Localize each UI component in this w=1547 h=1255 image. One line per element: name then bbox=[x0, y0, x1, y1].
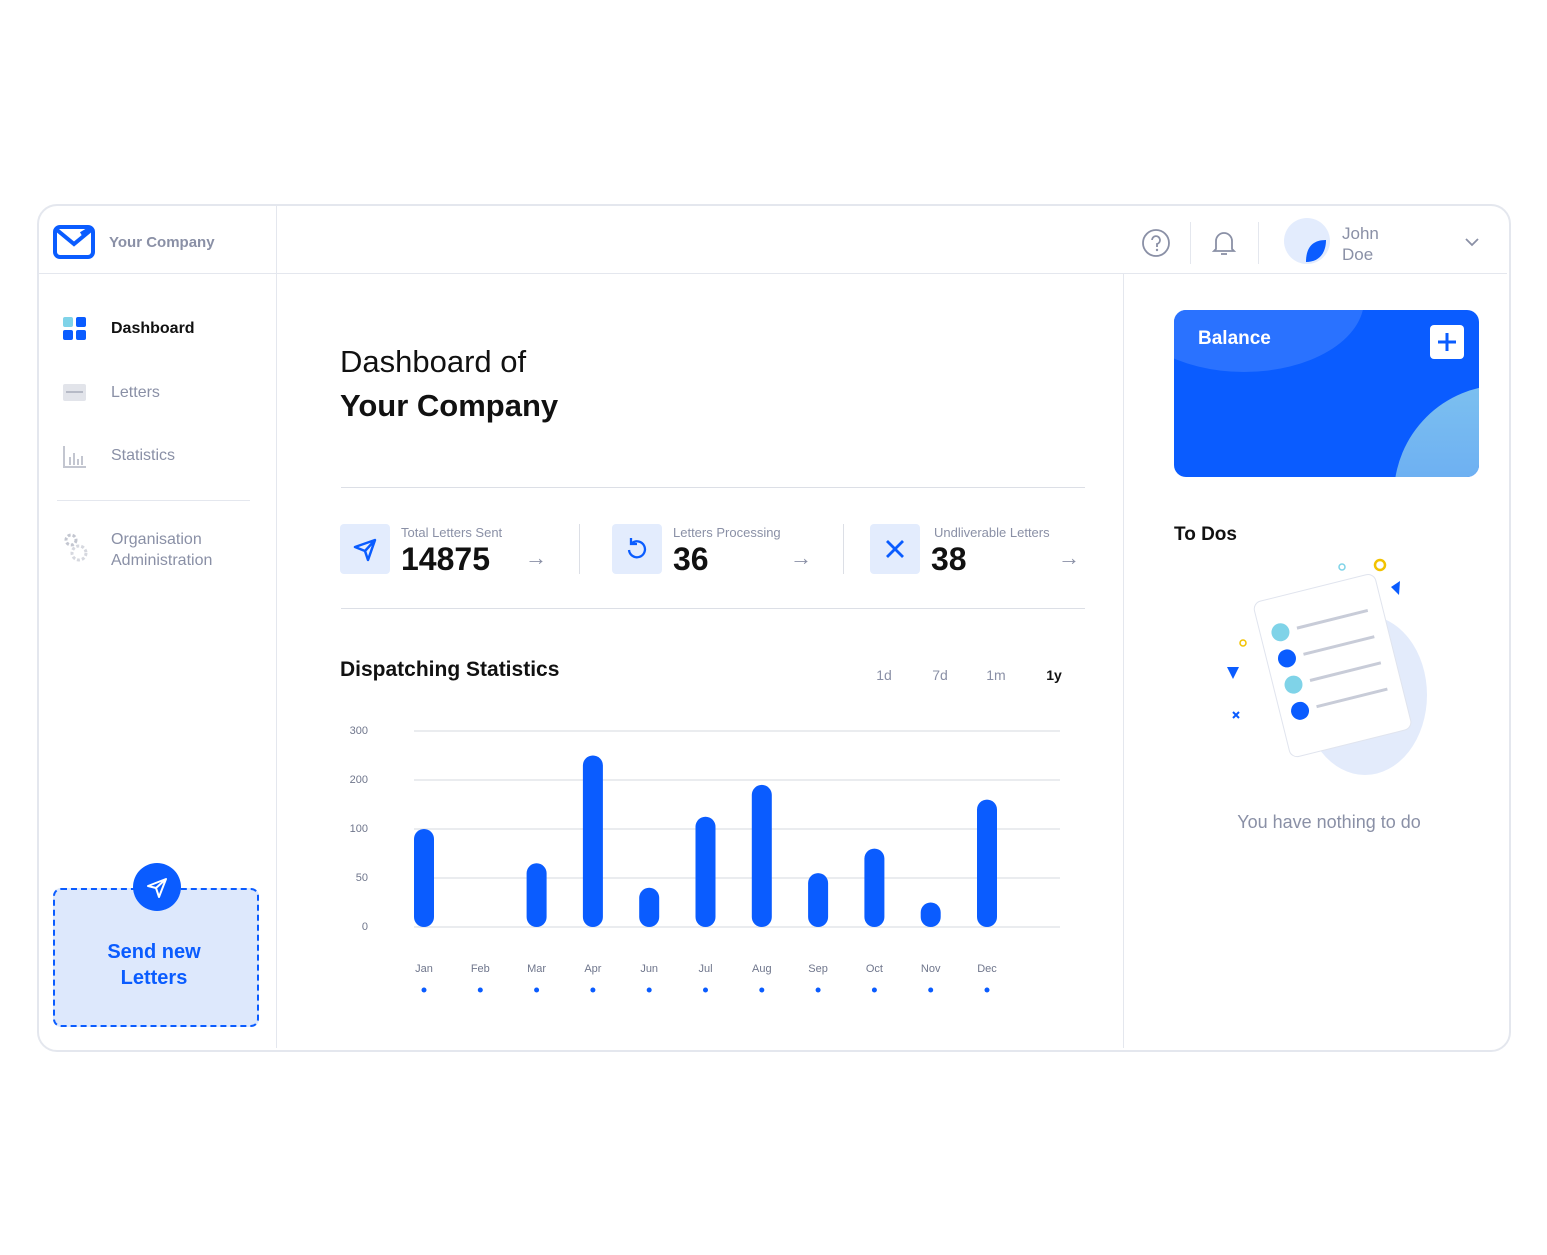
header-separator bbox=[1258, 222, 1259, 264]
stat-arrow[interactable]: → bbox=[790, 545, 812, 570]
send-icon[interactable] bbox=[133, 863, 181, 911]
todos-empty: You have nothing to do bbox=[1237, 812, 1421, 832]
x-tick-label: Apr bbox=[584, 963, 601, 975]
send-letters-label[interactable]: Send new Letters bbox=[107, 941, 201, 989]
statistics-icon bbox=[63, 446, 86, 468]
header-divider bbox=[39, 273, 1507, 274]
x-tick-dot bbox=[421, 987, 427, 993]
settings-icon bbox=[64, 533, 88, 562]
user-menu-chevron[interactable] bbox=[1464, 236, 1480, 248]
send-letters-box[interactable] bbox=[53, 888, 259, 1027]
header-separator bbox=[1190, 222, 1191, 264]
x-tick-label: Jan bbox=[415, 963, 433, 975]
x-tick-label: Nov bbox=[921, 963, 941, 975]
balance-card[interactable] bbox=[1174, 310, 1479, 477]
chart-title: Dispatching Statistics bbox=[340, 658, 560, 681]
stat-separator bbox=[579, 524, 580, 574]
nav-item[interactable]: Statistics bbox=[111, 447, 176, 464]
stat-value[interactable]: 36 bbox=[673, 541, 709, 577]
x-tick-dot bbox=[590, 987, 596, 993]
heading-line1: Dashboard of bbox=[340, 344, 527, 379]
x-tick-dot bbox=[477, 987, 483, 993]
help-icon[interactable] bbox=[1141, 228, 1171, 258]
app-frame bbox=[37, 204, 1511, 1052]
x-tick-label: Aug bbox=[752, 963, 772, 975]
user-last-name: Doe bbox=[1342, 245, 1374, 264]
x-tick-label: Sep bbox=[808, 963, 828, 975]
todos-title: To Dos bbox=[1174, 524, 1237, 545]
bar bbox=[751, 784, 772, 927]
range-option[interactable]: 1m bbox=[986, 667, 1006, 683]
stat-icon bbox=[612, 524, 662, 574]
bar bbox=[582, 755, 603, 927]
stat-label: Undliverable Letters bbox=[934, 525, 1050, 540]
y-tick-label: 50 bbox=[356, 872, 368, 884]
x-tick-dot bbox=[871, 987, 877, 993]
x-tick-label: Jun bbox=[640, 963, 658, 975]
stat-value[interactable]: 38 bbox=[931, 541, 967, 577]
bar bbox=[864, 848, 885, 927]
avatar[interactable] bbox=[1284, 218, 1332, 266]
todos-illustration bbox=[1227, 558, 1427, 775]
x-tick-dot bbox=[759, 987, 765, 993]
stat-label: Total Letters Sent bbox=[401, 525, 503, 540]
x-tick-label: Feb bbox=[471, 963, 490, 975]
dashboard-icon bbox=[63, 317, 86, 340]
range-option[interactable]: 7d bbox=[932, 667, 948, 683]
x-tick-label: Oct bbox=[866, 963, 883, 975]
bar bbox=[920, 902, 941, 927]
sidebar-divider bbox=[276, 206, 277, 1048]
y-tick-label: 300 bbox=[350, 725, 368, 737]
stat-arrow[interactable]: → bbox=[1058, 545, 1080, 570]
stats-divider bbox=[341, 487, 1085, 488]
notification-icon[interactable] bbox=[1210, 228, 1238, 258]
x-tick-label: Dec bbox=[977, 963, 997, 975]
letters-icon bbox=[63, 384, 86, 401]
bar bbox=[695, 816, 716, 927]
x-tick-dot bbox=[984, 987, 990, 993]
stat-icon bbox=[340, 524, 390, 574]
chart: 0 50 100 200 300 Jan Feb Mar Apr Jun Jul Aug Sep Oct N… bbox=[350, 725, 1060, 993]
balance-title: Balance bbox=[1198, 328, 1271, 349]
user-first-name: John bbox=[1342, 224, 1379, 243]
stat-value[interactable]: 14875 bbox=[401, 541, 490, 577]
x-tick-dot bbox=[815, 987, 821, 993]
y-tick-label: 200 bbox=[350, 774, 368, 786]
bar bbox=[639, 887, 660, 927]
nav-item[interactable]: Dashboard bbox=[111, 320, 195, 337]
stat-icon bbox=[870, 524, 920, 574]
x-tick-label: Jul bbox=[698, 963, 712, 975]
stats-divider bbox=[341, 608, 1085, 609]
stat-label: Letters Processing bbox=[673, 525, 781, 540]
heading-line2: Your Company bbox=[340, 388, 559, 423]
x-tick-dot bbox=[928, 987, 934, 993]
bar bbox=[808, 873, 829, 927]
y-tick-label: 0 bbox=[362, 921, 368, 933]
stat-separator bbox=[843, 524, 844, 574]
bar bbox=[977, 799, 997, 927]
range-option[interactable]: 1y bbox=[1046, 667, 1062, 683]
y-tick-label: 100 bbox=[350, 823, 368, 835]
x-tick-dot bbox=[646, 987, 652, 993]
nav-item[interactable]: Organisation Administration bbox=[111, 531, 213, 569]
brand-name: Your Company bbox=[109, 234, 215, 251]
right-panel-divider bbox=[1123, 274, 1124, 1048]
x-tick-dot bbox=[534, 987, 540, 993]
x-tick-dot bbox=[703, 987, 708, 993]
nav-divider bbox=[57, 500, 250, 501]
range-option[interactable]: 1d bbox=[876, 667, 892, 683]
bar bbox=[414, 829, 434, 927]
nav-item[interactable]: Letters bbox=[111, 384, 160, 401]
x-tick-label: Mar bbox=[527, 963, 546, 975]
bar bbox=[526, 863, 547, 927]
stat-arrow[interactable]: → bbox=[525, 545, 547, 570]
logo bbox=[53, 225, 95, 259]
